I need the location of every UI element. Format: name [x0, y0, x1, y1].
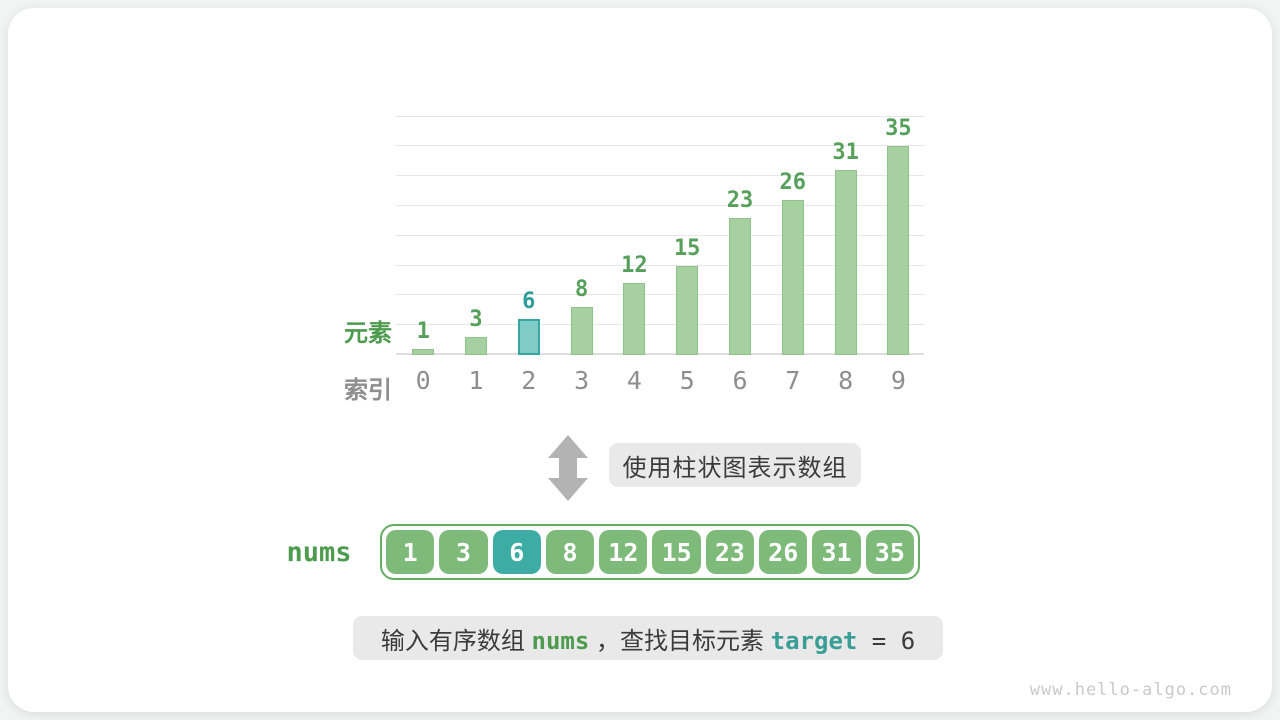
- statement-segment-plain: 输入有序数组: [380, 627, 532, 655]
- statement-segment-plain: ，查找目标元素: [589, 627, 771, 655]
- bar-value-label: 12: [621, 253, 648, 279]
- double-vertical-arrow-icon: [548, 435, 588, 501]
- statement-segment-code-teal: target: [770, 626, 858, 655]
- index-label: 4: [626, 366, 642, 395]
- watermark: www.hello-algo.com: [1029, 680, 1232, 700]
- array-cell: 3: [439, 530, 488, 574]
- bar: [729, 217, 751, 355]
- caption-box: 使用柱状图表示数组: [609, 443, 861, 487]
- index-label: 9: [890, 366, 906, 395]
- index-label: 5: [679, 366, 695, 395]
- index-label: 1: [468, 366, 484, 395]
- array-cell: 23: [705, 530, 755, 574]
- bar-value-label: 6: [522, 289, 536, 315]
- statement-segment-code-plain: = 6: [857, 626, 916, 655]
- bar: [676, 265, 699, 355]
- bar: [887, 146, 910, 355]
- index-label: 7: [785, 366, 801, 395]
- array-cell: 1: [386, 530, 435, 574]
- bar-value-label: 8: [574, 277, 589, 303]
- gridline: [396, 175, 924, 177]
- x-axis-label: 索引: [344, 377, 392, 404]
- bar-highlighted: [517, 319, 540, 355]
- gridline: [396, 234, 924, 236]
- bar-value-label: 26: [779, 170, 807, 196]
- nums-array-cells: 1 3 6 8 12 15 23 26 31 35: [386, 530, 914, 574]
- index-label: 2: [521, 366, 537, 395]
- bar-value-label: 23: [726, 187, 754, 213]
- array-cell: 26: [759, 530, 808, 574]
- input-statement-box: 输入有序数组 nums ，查找目标元素 target = 6: [353, 616, 943, 660]
- gridline: [396, 264, 924, 266]
- bar-value-label: 35: [885, 116, 912, 142]
- chart-baseline: [396, 353, 924, 355]
- bar: [570, 307, 593, 355]
- array-cell: 35: [865, 530, 914, 574]
- gridline: [396, 294, 924, 296]
- statement-segment-code-green: nums: [531, 626, 590, 655]
- array-cell: 8: [545, 530, 595, 574]
- bar: [465, 337, 487, 355]
- bar-value-label: 31: [832, 140, 859, 166]
- array-cell: 31: [812, 530, 861, 574]
- array-cell: 15: [652, 530, 701, 574]
- array-cell: 12: [599, 530, 648, 574]
- index-label: 6: [732, 366, 748, 395]
- bar: [412, 349, 435, 355]
- index-label: 8: [838, 366, 854, 395]
- gridline: [396, 205, 924, 206]
- bar: [781, 200, 804, 355]
- index-label: 3: [574, 366, 590, 395]
- gridline: [396, 115, 924, 117]
- array-cell-highlighted: 6: [492, 530, 541, 574]
- nums-array-label: nums: [286, 537, 352, 568]
- bar-value-label: 15: [673, 235, 701, 261]
- bar-value-label: 1: [416, 319, 430, 345]
- gridline: [396, 324, 924, 326]
- bar: [623, 283, 646, 355]
- nums-array-box: 1 3 6 8 12 15 23 26 31 35: [380, 524, 920, 580]
- input-statement-text: 输入有序数组 nums ，查找目标元素 target = 6: [381, 621, 915, 656]
- bar-value-label: 3: [469, 307, 483, 333]
- bar: [834, 170, 857, 355]
- index-label: 0: [415, 366, 431, 395]
- caption-text: 使用柱状图表示数组: [622, 454, 848, 482]
- gridline: [396, 145, 924, 147]
- y-axis-label: 元素: [344, 320, 392, 347]
